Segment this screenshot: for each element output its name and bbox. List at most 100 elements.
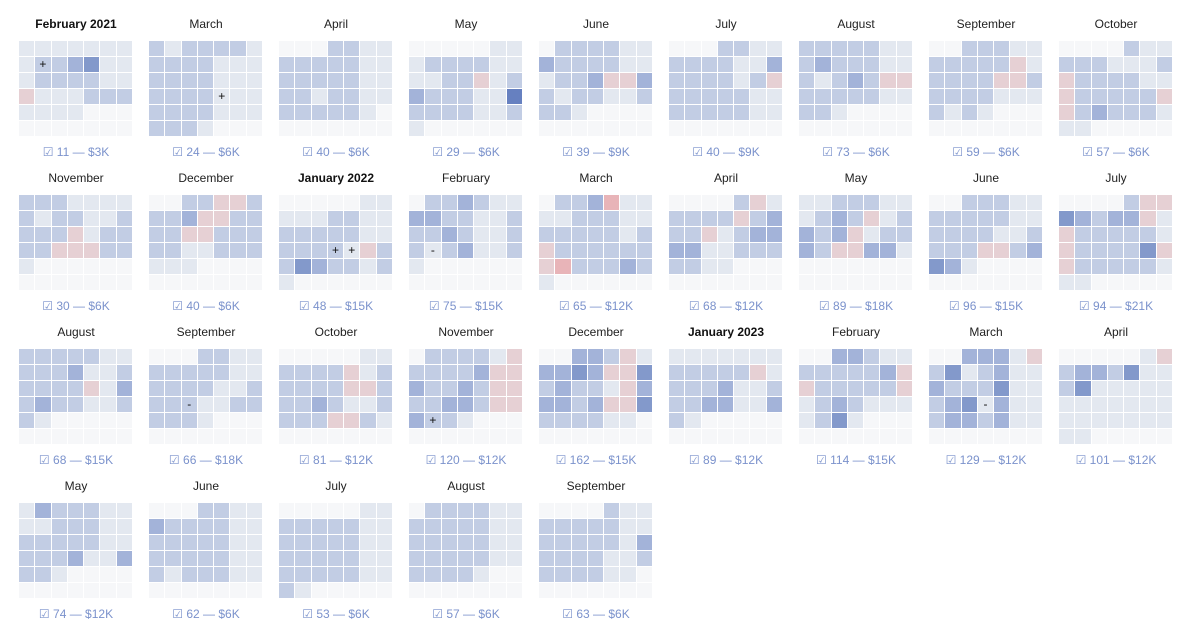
day-cell[interactable] xyxy=(717,429,735,445)
day-cell[interactable] xyxy=(555,73,572,89)
day-cell[interactable] xyxy=(214,195,231,211)
day-cell[interactable] xyxy=(555,535,572,551)
day-cell[interactable] xyxy=(1059,429,1076,445)
day-cell[interactable] xyxy=(539,535,556,551)
day-cell[interactable] xyxy=(474,227,491,243)
day-cell[interactable] xyxy=(246,259,263,275)
day-cell[interactable] xyxy=(230,211,247,227)
day-cell[interactable] xyxy=(295,413,312,429)
day-cell[interactable] xyxy=(620,365,637,381)
day-cell[interactable] xyxy=(457,429,475,445)
day-cell[interactable] xyxy=(880,89,897,105)
day-cell[interactable] xyxy=(506,551,523,567)
day-cell[interactable] xyxy=(1124,259,1141,275)
day-cell[interactable] xyxy=(1091,365,1108,381)
day-cell[interactable] xyxy=(636,121,653,137)
day-cell[interactable] xyxy=(409,105,426,121)
day-cell[interactable] xyxy=(149,227,166,243)
day-cell[interactable] xyxy=(19,551,36,567)
day-cell[interactable] xyxy=(344,567,361,583)
day-cell[interactable] xyxy=(587,211,605,227)
day-cell[interactable] xyxy=(799,275,816,291)
day-cell[interactable] xyxy=(376,275,393,291)
day-cell[interactable] xyxy=(1156,121,1173,137)
day-cell[interactable] xyxy=(685,365,702,381)
day-cell[interactable] xyxy=(896,259,913,275)
day-cell[interactable] xyxy=(977,365,995,381)
day-cell[interactable] xyxy=(311,413,328,429)
day-cell[interactable] xyxy=(994,243,1011,259)
day-cell[interactable] xyxy=(717,243,735,259)
day-cell[interactable] xyxy=(701,105,718,121)
day-cell[interactable] xyxy=(1107,397,1125,413)
day-cell[interactable] xyxy=(506,365,523,381)
day-cell[interactable] xyxy=(1124,195,1141,211)
day-cell[interactable] xyxy=(165,413,182,429)
day-cell[interactable] xyxy=(929,227,946,243)
day-cell[interactable] xyxy=(279,121,296,137)
day-cell[interactable] xyxy=(961,397,978,413)
day-cell[interactable] xyxy=(230,275,247,291)
day-cell[interactable] xyxy=(945,211,962,227)
day-cell[interactable] xyxy=(994,227,1011,243)
day-cell[interactable] xyxy=(669,227,686,243)
day-cell[interactable] xyxy=(197,259,215,275)
day-cell[interactable] xyxy=(490,105,507,121)
day-cell[interactable] xyxy=(1091,105,1108,121)
day-cell[interactable] xyxy=(555,519,572,535)
day-cell[interactable] xyxy=(896,195,913,211)
day-cell[interactable] xyxy=(67,211,85,227)
day-cell[interactable] xyxy=(1107,73,1125,89)
day-cell[interactable] xyxy=(1107,429,1125,445)
day-cell[interactable] xyxy=(831,57,848,73)
day-cell[interactable] xyxy=(295,73,312,89)
day-cell[interactable] xyxy=(376,551,393,567)
day-cell[interactable] xyxy=(230,365,247,381)
day-cell[interactable] xyxy=(19,381,36,397)
day-cell[interactable] xyxy=(376,41,393,57)
day-cell[interactable] xyxy=(1156,105,1173,121)
day-cell[interactable] xyxy=(490,211,507,227)
day-cell[interactable] xyxy=(327,397,345,413)
day-cell[interactable] xyxy=(149,365,166,381)
day-cell[interactable] xyxy=(717,259,735,275)
day-cell[interactable] xyxy=(441,583,458,599)
day-cell[interactable] xyxy=(197,551,215,567)
day-cell[interactable] xyxy=(181,381,198,397)
day-cell[interactable] xyxy=(669,121,686,137)
day-cell[interactable] xyxy=(100,503,117,519)
day-cell[interactable] xyxy=(19,503,36,519)
day-cell[interactable] xyxy=(799,397,816,413)
day-cell[interactable] xyxy=(311,365,328,381)
day-cell[interactable] xyxy=(929,365,946,381)
day-cell[interactable] xyxy=(230,583,247,599)
day-cell[interactable] xyxy=(51,397,68,413)
day-cell[interactable] xyxy=(555,259,572,275)
day-cell[interactable] xyxy=(474,583,491,599)
day-cell[interactable] xyxy=(327,365,345,381)
day-cell[interactable] xyxy=(799,211,816,227)
day-cell[interactable] xyxy=(19,535,36,551)
day-cell[interactable] xyxy=(19,57,36,73)
day-cell[interactable] xyxy=(327,227,345,243)
day-cell[interactable] xyxy=(149,89,166,105)
day-cell[interactable] xyxy=(701,243,718,259)
day-cell[interactable] xyxy=(35,259,52,275)
minus-mark[interactable]: - xyxy=(425,243,442,259)
day-cell[interactable] xyxy=(555,227,572,243)
day-cell[interactable] xyxy=(246,121,263,137)
day-cell[interactable] xyxy=(84,551,101,567)
day-cell[interactable] xyxy=(441,275,458,291)
day-cell[interactable] xyxy=(441,413,458,429)
day-cell[interactable] xyxy=(51,275,68,291)
day-cell[interactable] xyxy=(1026,195,1043,211)
day-cell[interactable] xyxy=(587,195,605,211)
day-cell[interactable] xyxy=(230,105,247,121)
day-cell[interactable] xyxy=(35,381,52,397)
day-cell[interactable] xyxy=(929,105,946,121)
day-cell[interactable] xyxy=(116,503,133,519)
plus-mark[interactable]: + xyxy=(425,413,442,429)
day-cell[interactable] xyxy=(149,535,166,551)
day-cell[interactable] xyxy=(945,413,962,429)
day-cell[interactable] xyxy=(19,41,36,57)
